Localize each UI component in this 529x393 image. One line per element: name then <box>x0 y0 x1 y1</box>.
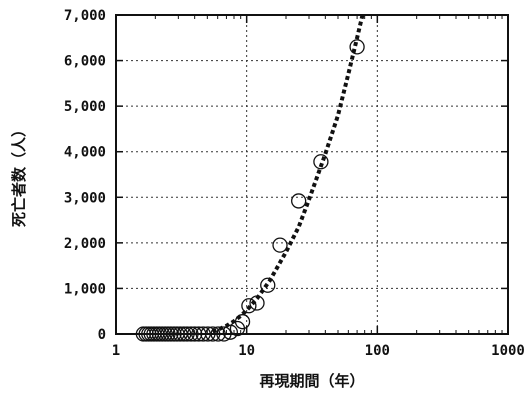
data-points-layer <box>136 40 364 341</box>
y-tick-label: 0 <box>98 327 106 343</box>
fit-curve <box>213 15 363 332</box>
grid-lines <box>116 15 508 334</box>
fit-curve-layer <box>213 15 363 332</box>
y-tick-label: 4,000 <box>64 145 106 161</box>
y-tick-label: 7,000 <box>64 8 106 24</box>
x-tick-label: 1000 <box>491 343 525 359</box>
x-axis-ticks: 1 10 100 1000 <box>112 15 525 359</box>
x-tick-label: 100 <box>365 343 390 359</box>
x-axis-title: 再現期間（年） <box>259 372 364 390</box>
y-tick-label: 1,000 <box>64 281 106 297</box>
data-point <box>350 40 364 54</box>
y-axis-title: 死亡者数（人） <box>10 122 28 227</box>
y-tick-label: 2,000 <box>64 236 106 252</box>
x-tick-label: 10 <box>238 343 255 359</box>
y-tick-label: 6,000 <box>64 54 106 70</box>
data-point <box>292 194 306 208</box>
plot-frame <box>116 15 508 334</box>
data-point <box>273 238 287 252</box>
x-tick-label: 1 <box>112 343 120 359</box>
y-tick-label: 5,000 <box>64 99 106 115</box>
y-axis-ticks: 0 1,000 2,000 3,000 4,000 5,000 6,000 7,000 <box>64 8 508 343</box>
y-tick-label: 3,000 <box>64 190 106 206</box>
